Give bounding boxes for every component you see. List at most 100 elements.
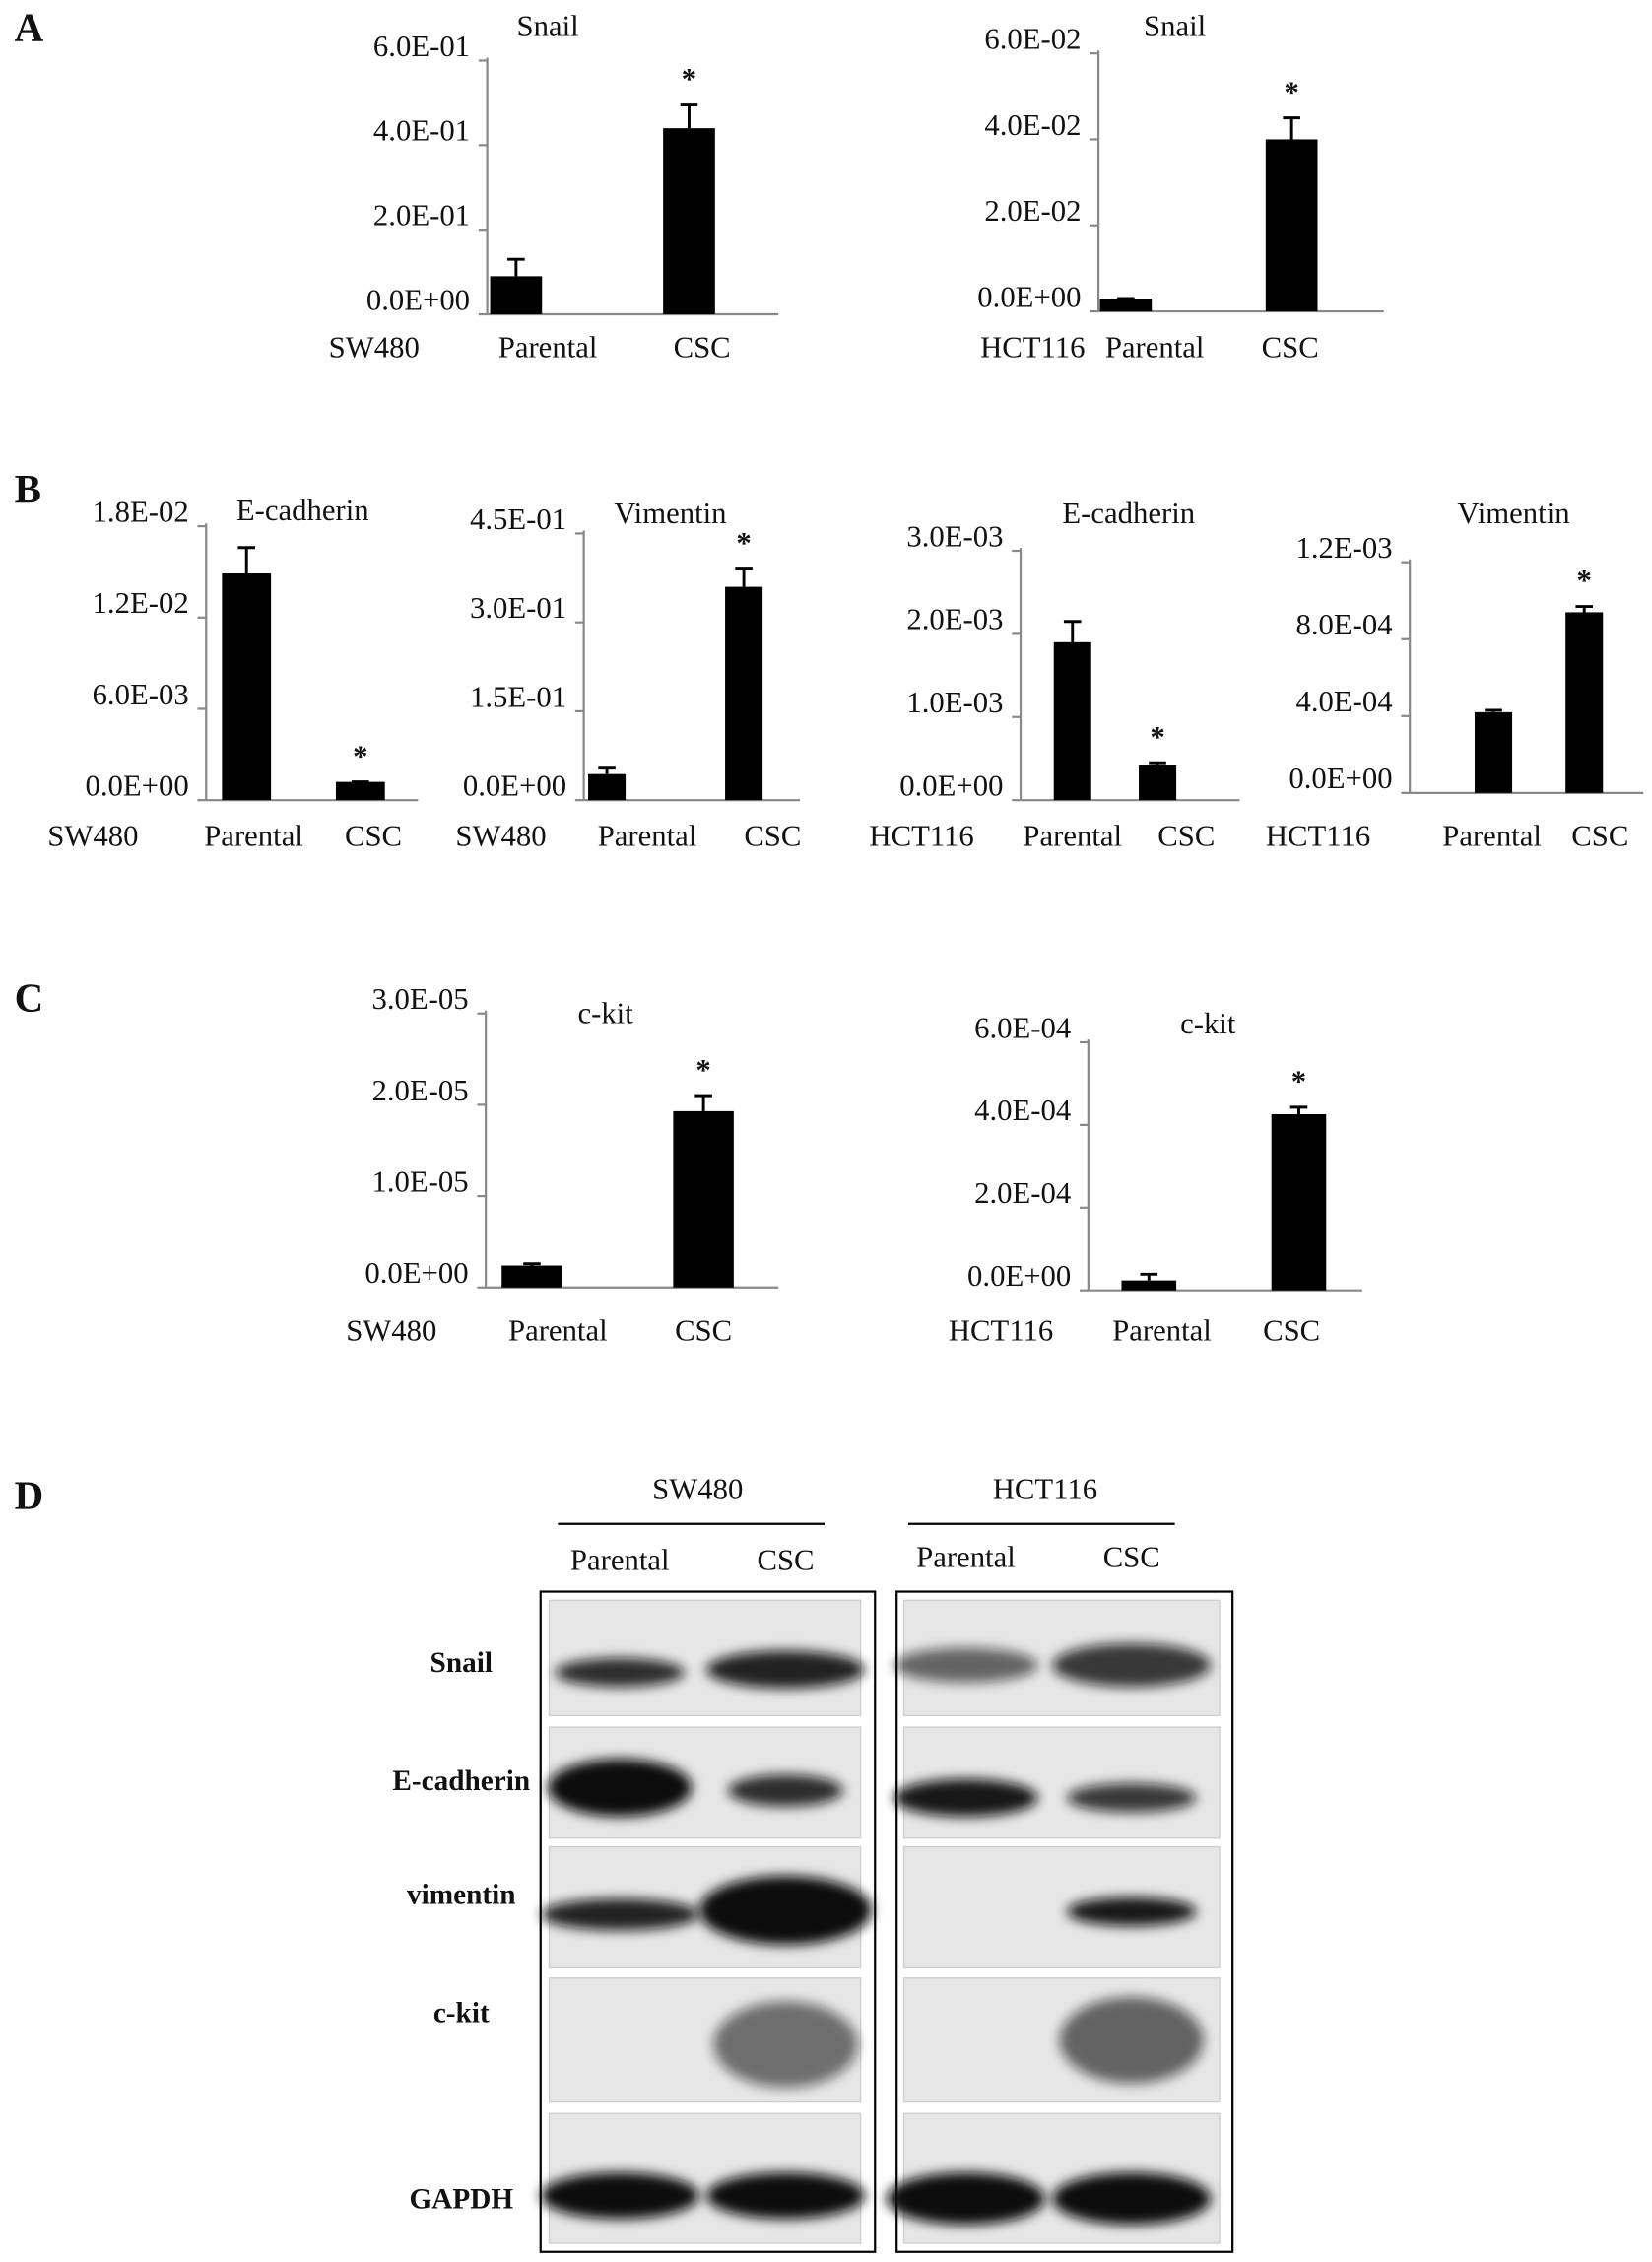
blot-band [1066,1783,1197,1813]
cell-line-label: SW480 [47,820,138,853]
significance-label: * [1150,720,1164,754]
y-tick-label: 2.0E-02 [984,194,1081,228]
blot-band [893,1778,1038,1817]
lane-label: Parental [916,1540,1016,1573]
lane-label: Parental [570,1543,670,1576]
bar [588,773,627,801]
y-tick-label: 2.0E-04 [974,1176,1071,1210]
error-bar [598,766,616,774]
cell-line-label: HCT116 [980,331,1085,365]
blot-frame [539,1590,877,2253]
row-label: E-cadherin [392,1765,530,1797]
blot-band [727,1774,844,1807]
blot-band [706,1650,866,1689]
bar [663,128,715,315]
y-tick-label: 4.0E-01 [373,114,470,148]
row-label: c-kit [433,1997,490,2029]
error-bar [694,1094,712,1111]
y-tick-label: 0.0E+00 [899,769,1003,803]
blot-frame [895,1590,1234,2253]
y-tick-label: 0.0E+00 [977,280,1081,313]
blot-band [1052,1643,1212,1688]
y-tick-label: 3.0E-05 [371,982,468,1016]
error-bar [237,546,256,574]
cell-line-label: SW480 [455,820,546,853]
y-tick-label: 4.5E-01 [470,502,566,536]
error-bar [1283,116,1300,140]
y-tick-label: 0.0E+00 [366,283,470,316]
y-tick-label: 1.5E-01 [470,680,566,713]
error-bar [507,257,525,277]
y-tick-label: 6.0E-01 [373,30,470,63]
y-tick-label: 6.0E-02 [984,22,1081,55]
y-tick-label: 1.0E-03 [906,686,1003,719]
chart-title: c-kit [1180,1007,1236,1040]
x-tick-label: CSC [1262,331,1319,365]
x-tick-label: Parental [598,820,697,853]
lane-label: CSC [1103,1540,1160,1573]
bar [1271,1113,1327,1291]
chart-title: Snail [516,9,578,42]
error-bar [735,567,753,587]
cell-line-label: HCT116 [949,1314,1053,1348]
y-tick-label: 2.0E-05 [371,1074,468,1107]
significance-label: * [736,526,751,560]
x-tick-label: Parental [508,1314,608,1348]
cell-line-label: SW480 [329,331,420,365]
blot-band [555,1657,686,1688]
chart-title: Vimentin [1457,497,1569,530]
error-bar [1149,761,1166,765]
x-tick-label: Parental [1442,820,1542,853]
bar [501,1265,562,1288]
bar [335,781,385,801]
row-label: Snail [430,1647,493,1679]
group-label: SW480 [652,1473,743,1506]
chart-title: E-cadherin [236,494,369,527]
bar [222,573,272,801]
panel-label: B [15,466,41,511]
bar [490,276,543,315]
y-tick-label: 1.2E-02 [93,586,189,620]
bar [1139,765,1177,801]
blot-band [540,1898,699,1931]
panel-label: D [15,1472,44,1517]
error-bar [1485,708,1502,712]
x-tick-label: Parental [204,820,303,853]
y-tick-label: 1.8E-02 [93,495,189,528]
y-tick-label: 0.0E+00 [1289,762,1392,795]
cell-line-label: SW480 [346,1314,436,1348]
x-tick-label: CSC [1263,1314,1320,1348]
x-tick-label: Parental [498,331,598,365]
bar [1265,139,1318,312]
blot-band [540,2172,699,2220]
y-tick-label: 1.2E-03 [1295,531,1392,565]
blot-band [706,2172,866,2220]
lane-label: CSC [757,1543,814,1576]
y-tick-label: 1.0E-05 [371,1164,468,1198]
error-bar [1140,1272,1158,1281]
x-tick-label: Parental [1023,820,1122,853]
chart-title: c-kit [577,997,633,1031]
y-tick-label: 2.0E-01 [373,199,470,233]
y-tick-label: 0.0E+00 [364,1256,468,1290]
error-bar [523,1262,541,1266]
significance-label: * [1577,564,1592,597]
y-tick-label: 0.0E+00 [85,769,188,803]
significance-label: * [695,1053,710,1087]
bar [1565,612,1604,793]
y-tick-label: 4.0E-02 [984,108,1081,142]
bar [725,586,763,801]
y-tick-label: 4.0E-04 [1295,685,1392,718]
y-tick-label: 0.0E+00 [463,769,566,803]
blot-band [698,1875,873,1946]
panel-label: C [15,974,44,1020]
bar [673,1110,734,1288]
row-label: GAPDH [409,2183,513,2215]
y-tick-label: 8.0E-04 [1295,608,1392,641]
significance-label: * [682,62,696,96]
y-tick-label: 0.0E+00 [967,1259,1071,1293]
cell-line-label: HCT116 [869,820,973,853]
chart-title: Vimentin [614,497,726,530]
y-tick-label: 3.0E-03 [906,519,1003,553]
